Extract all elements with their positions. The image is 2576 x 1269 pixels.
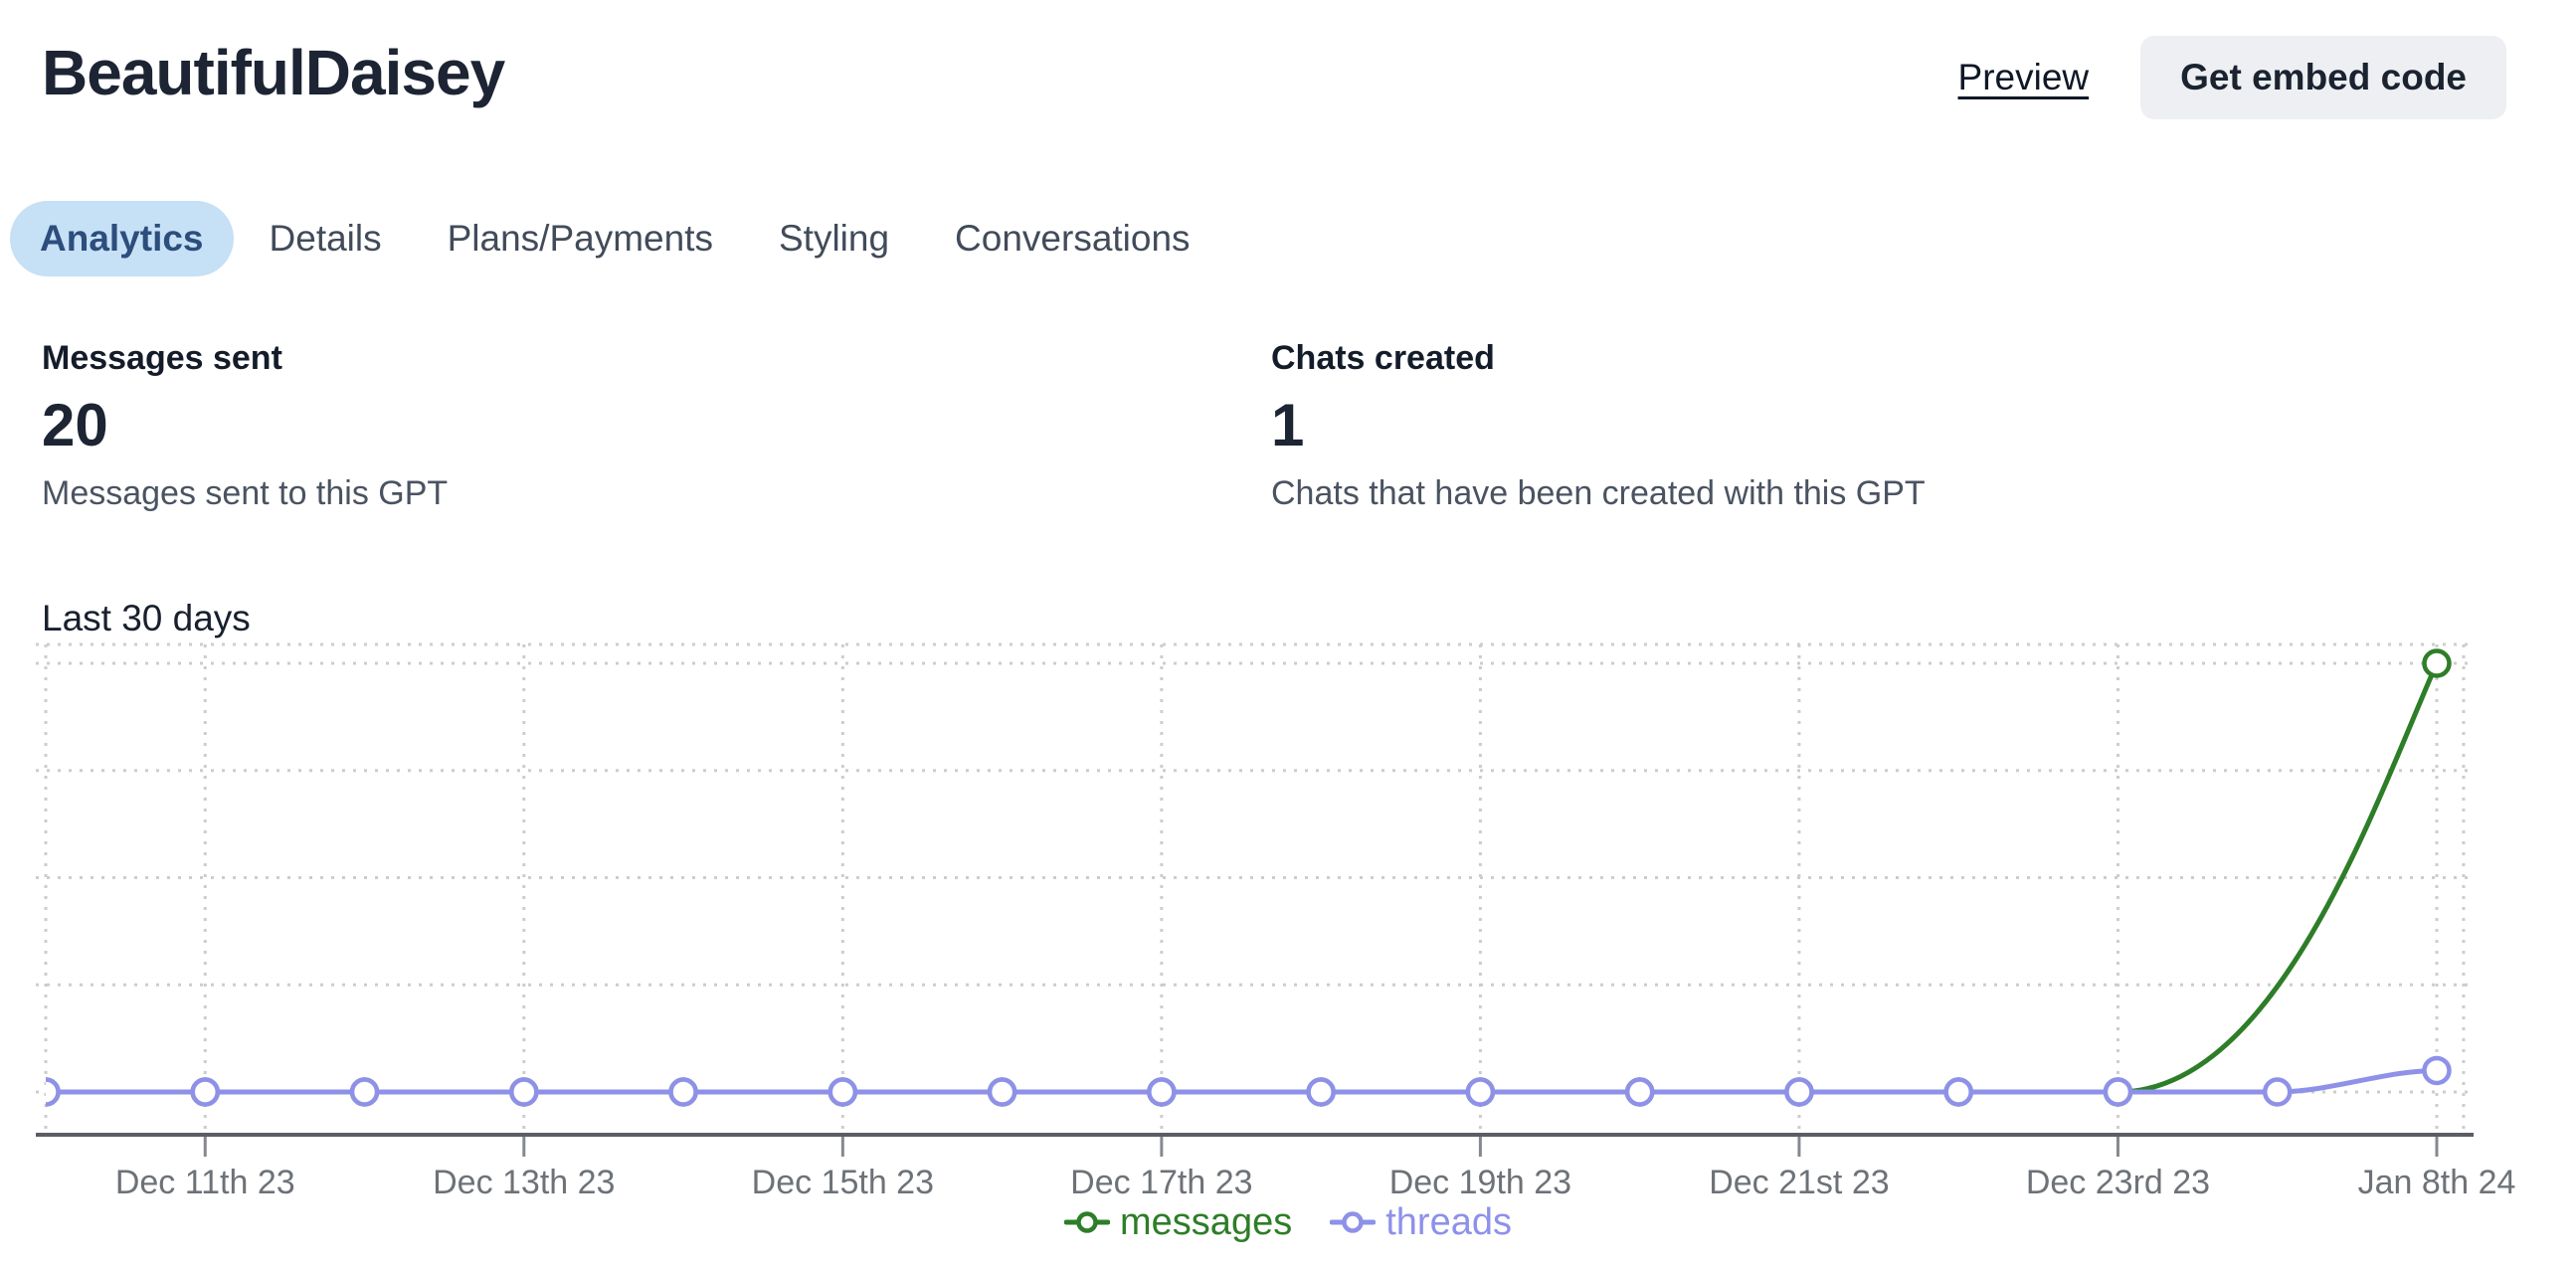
stats-row: Messages sent 20 Messages sent to this G…: [42, 338, 2576, 513]
tab-styling[interactable]: Styling: [778, 218, 890, 259]
threads-data-point-marker: [1306, 1077, 1336, 1107]
threads-data-point-marker: [668, 1077, 698, 1107]
header-actions: Preview Get embed code: [1958, 36, 2506, 119]
threads-data-point-marker: [1147, 1077, 1177, 1107]
x-tick-label: Dec 17th 23: [1070, 1164, 1252, 1197]
stat-chats-created: Chats created 1 Chats that have been cre…: [1271, 338, 2500, 513]
line-chart: Dec 11th 23 Dec 13th 23 Dec 15th 23 Dec 17t…: [36, 642, 2516, 1197]
chart-legend: messages threads: [0, 1199, 2576, 1245]
tab-details[interactable]: Details: [269, 218, 382, 259]
chart-gridlines: [36, 642, 2474, 1133]
x-tick-label: Dec 13th 23: [433, 1164, 615, 1197]
x-tick-label: Dec 15th 23: [752, 1164, 934, 1197]
threads-data-point-marker: [2422, 1055, 2452, 1086]
legend-item-threads[interactable]: threads: [1330, 1199, 1512, 1245]
tab-conversations[interactable]: Conversations: [955, 218, 1191, 259]
legend-marker-threads-icon: [1330, 1211, 1377, 1233]
messages-data-point-marker: [2422, 648, 2452, 678]
threads-data-point-marker: [2103, 1077, 2133, 1107]
threads-data-point-marker: [1784, 1077, 1814, 1107]
preview-link[interactable]: Preview: [1957, 57, 2090, 97]
tab-plans-payments[interactable]: Plans/Payments: [447, 218, 713, 259]
x-tick-label: Jan 8th 24: [2358, 1164, 2516, 1197]
threads-data-point-marker: [2262, 1077, 2293, 1107]
threads-data-point-marker: [349, 1077, 380, 1107]
stat-description: Messages sent to this GPT: [42, 474, 449, 512]
threads-data-point-marker: [1465, 1077, 1496, 1107]
threads-data-point-marker: [828, 1077, 858, 1107]
threads-line: [46, 1067, 2440, 1095]
threads-data-point-marker: [1624, 1077, 1655, 1107]
page-title: BeautifulDaisey: [42, 37, 505, 108]
stat-value: 20: [42, 392, 108, 458]
legend-marker-messages-icon: [1064, 1211, 1111, 1233]
tab-bar: Analytics Details Plans/Payments Styling…: [10, 201, 2576, 276]
x-tick-label: Dec 23rd 23: [2026, 1164, 2210, 1197]
legend-label: messages: [1120, 1201, 1293, 1243]
x-tick-label: Dec 21st 23: [1709, 1164, 1889, 1197]
header: BeautifulDaisey Preview Get embed code: [0, 0, 2576, 119]
stat-label: Chats created: [1271, 339, 1495, 377]
stat-messages-sent: Messages sent 20 Messages sent to this G…: [42, 338, 1271, 513]
threads-data-point-marker: [987, 1077, 1017, 1107]
stat-description: Chats that have been created with this G…: [1271, 474, 1926, 512]
threads-data-point-marker: [1943, 1077, 1973, 1107]
legend-item-messages[interactable]: messages: [1064, 1199, 1292, 1245]
stat-value: 1: [1271, 392, 1305, 458]
x-tick-label: Dec 19th 23: [1389, 1164, 1571, 1197]
legend-label: threads: [1385, 1201, 1512, 1243]
threads-data-point-marker: [46, 1077, 61, 1107]
stat-label: Messages sent: [42, 339, 282, 377]
chart-area: Dec 11th 23 Dec 13th 23 Dec 15th 23 Dec 17t…: [0, 640, 2576, 1197]
tab-analytics[interactable]: Analytics: [10, 201, 234, 276]
get-embed-code-button[interactable]: Get embed code: [2140, 36, 2506, 119]
x-tick-label: Dec 11th 23: [115, 1164, 295, 1197]
threads-data-point-marker: [190, 1077, 221, 1107]
threads-data-point-marker: [509, 1077, 539, 1107]
chart-period-label: Last 30 days: [42, 598, 251, 638]
threads-series: [46, 1055, 2452, 1107]
